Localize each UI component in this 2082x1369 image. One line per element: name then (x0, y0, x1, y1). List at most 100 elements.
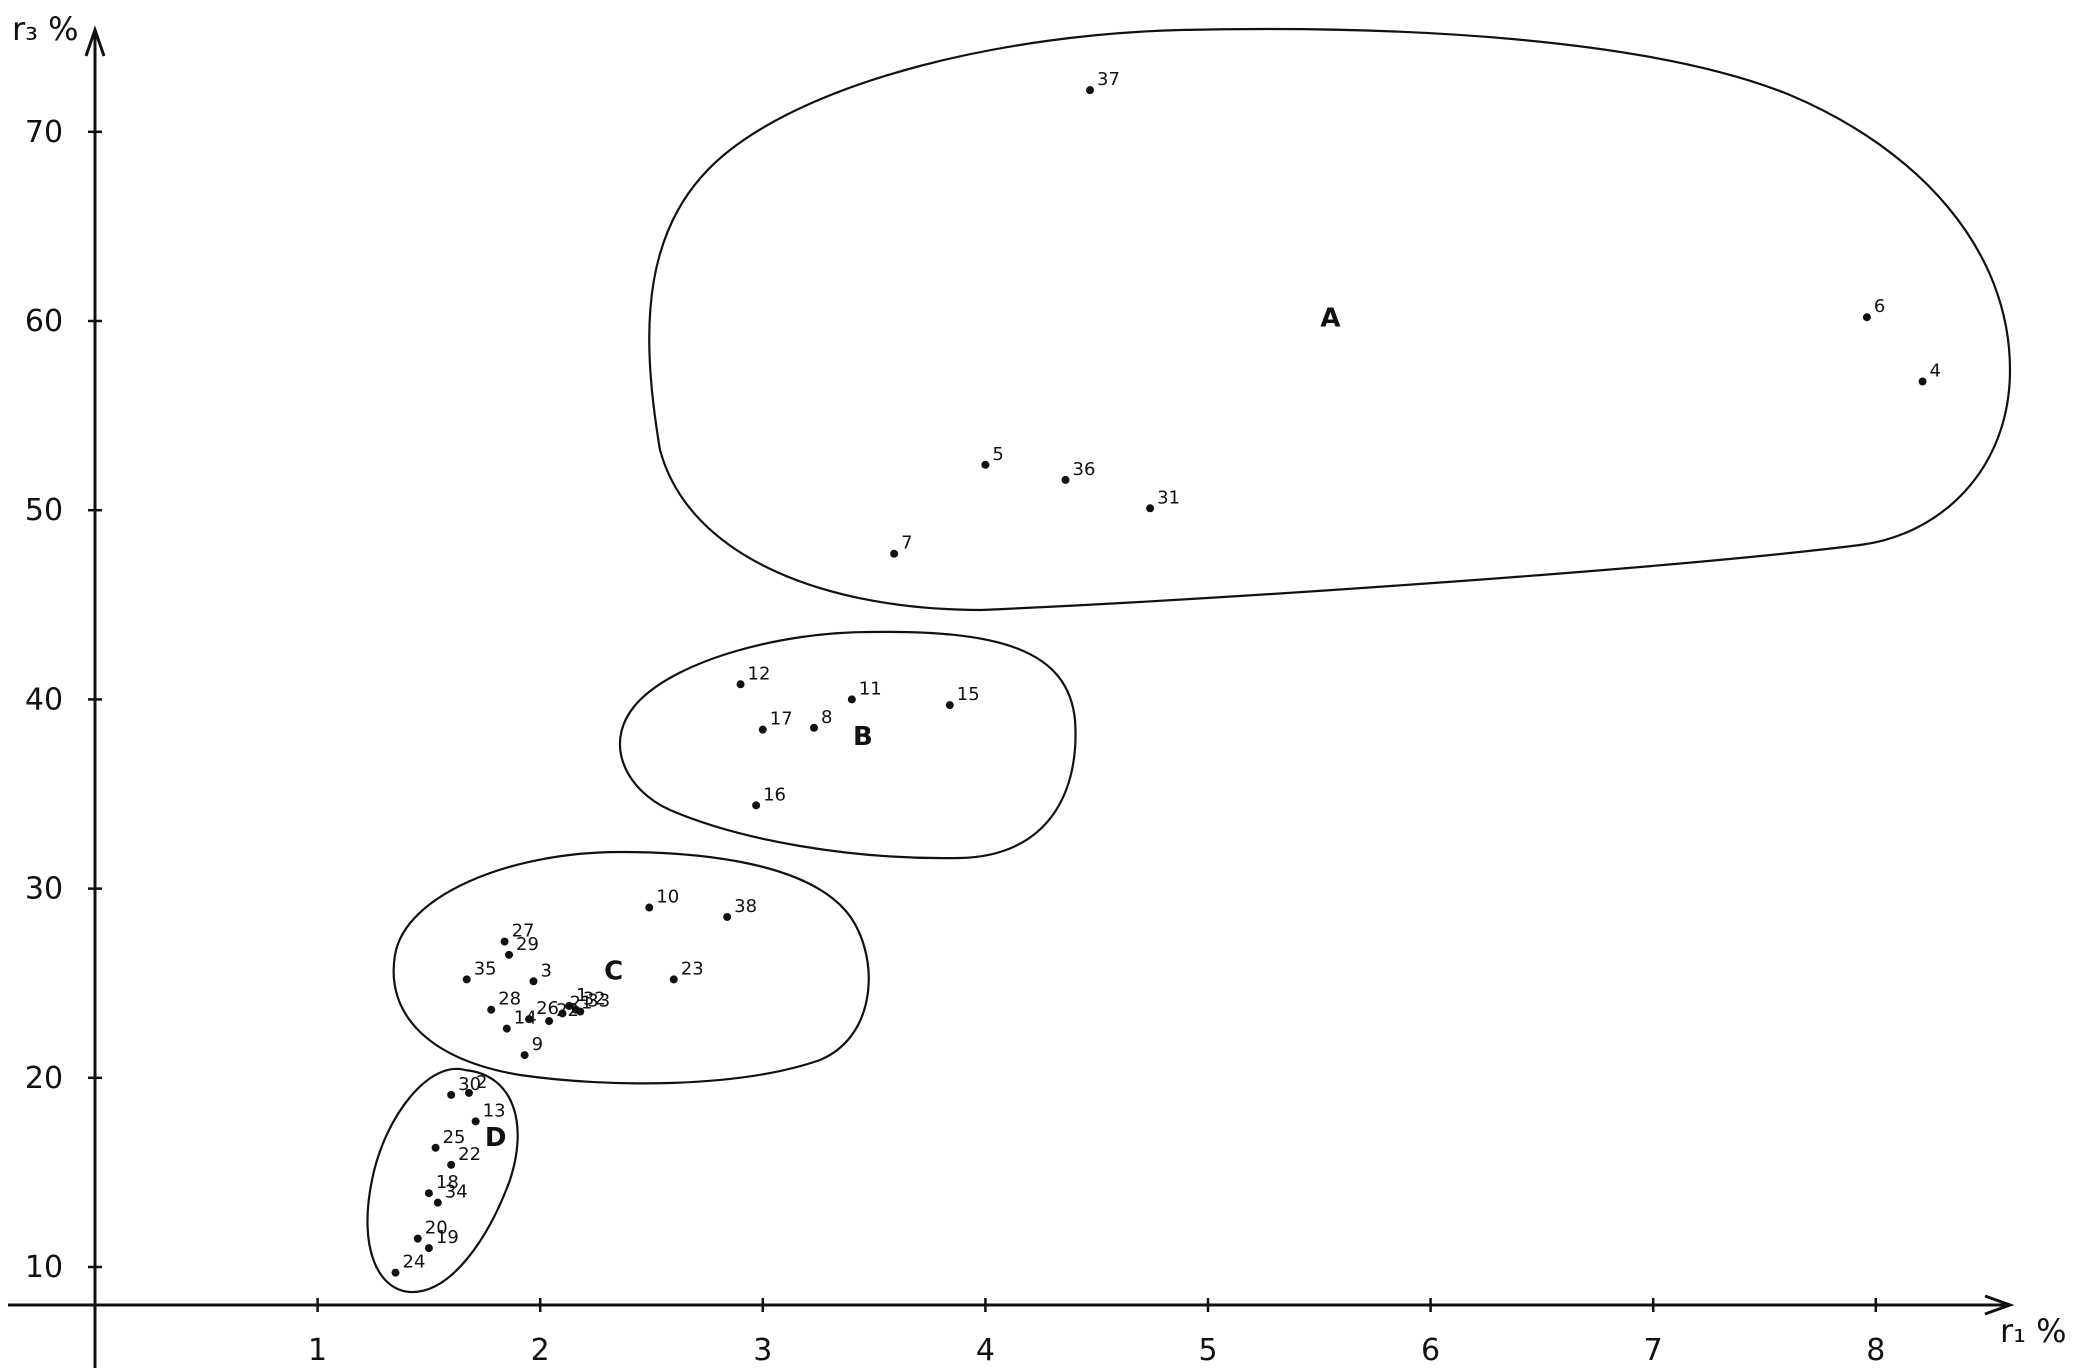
point-label-19-d: 19 (436, 1227, 459, 1248)
point-label-10-c: 10 (656, 887, 679, 908)
point-label-22-d: 22 (458, 1144, 481, 1165)
group-label-c: C (604, 956, 623, 986)
point-19-d (424, 1244, 433, 1253)
cluster-d-outline (366, 1067, 519, 1294)
point-15-b (945, 701, 954, 710)
point-label-34-d: 34 (445, 1182, 468, 1203)
point-4-a (1918, 377, 1927, 386)
point-23-c (669, 975, 678, 984)
point-label-26-c: 26 (536, 998, 559, 1019)
point-label-15-b: 15 (957, 684, 980, 705)
point-2-d (464, 1088, 473, 1097)
point-label-5-a: 5 (992, 444, 1003, 465)
point-label-29-c: 29 (516, 934, 539, 955)
point-label-16-b: 16 (763, 784, 786, 805)
point-9-c (520, 1051, 529, 1060)
cluster-a-outline (648, 27, 2012, 612)
x-tick-label-5: 5 (1198, 1333, 1217, 1368)
group-label-d: D (485, 1123, 507, 1153)
point-label-17-b: 17 (770, 709, 793, 730)
point-label-4-a: 4 (1930, 361, 1941, 382)
point-label-28-c: 28 (498, 989, 521, 1010)
point-20-d (413, 1234, 422, 1243)
x-axis-arrowhead (1984, 1294, 2015, 1316)
point-8-b (809, 723, 818, 732)
group-label-a: A (1320, 304, 1340, 334)
point-3-c (529, 977, 538, 986)
y-tick-label-70: 70 (25, 115, 63, 150)
point-label-20-d: 20 (425, 1218, 448, 1239)
y-tick-label-10: 10 (25, 1250, 63, 1285)
point-label-8-b: 8 (821, 707, 832, 728)
group-label-b: B (853, 722, 873, 752)
point-27-c (500, 937, 509, 946)
point-26-c (525, 1015, 534, 1024)
point-29-c (505, 950, 514, 959)
x-axis-label: r₁ % (2000, 1312, 2067, 1350)
x-tick-label-8: 8 (1866, 1333, 1885, 1368)
cluster-b-outline (619, 630, 1077, 860)
axes (8, 25, 2015, 1368)
point-label-27-c: 27 (512, 921, 535, 942)
point-35-c (462, 975, 471, 984)
point-label-25-d: 25 (443, 1127, 466, 1148)
y-tick-label-50: 50 (25, 493, 63, 528)
point-label-38-c: 38 (734, 896, 757, 917)
point-31-a (1146, 504, 1155, 513)
point-label-9-c: 9 (532, 1034, 543, 1055)
point-28-c (487, 1005, 496, 1014)
point-label-1-c: 1 (576, 985, 587, 1006)
point-label-11-b: 11 (859, 678, 882, 699)
y-ticks: 10 20 30 40 50 60 70 (25, 115, 102, 1285)
cluster-outlines (366, 27, 2012, 1294)
point-label-13-d: 13 (483, 1100, 506, 1121)
point-38-c (723, 912, 732, 921)
y-axis-label: r₃ % (12, 10, 79, 48)
point-11-b (847, 695, 856, 704)
point-21-c (558, 1009, 567, 1018)
group-labels: A B C D (485, 304, 1341, 1153)
point-34-d (433, 1198, 442, 1207)
x-tick-label-1: 1 (308, 1333, 327, 1368)
point-label-36-a: 36 (1073, 459, 1096, 480)
point-label-18-d: 18 (436, 1172, 459, 1193)
point-30-d (447, 1090, 456, 1099)
point-17-b (758, 725, 767, 734)
point-label-30-d: 30 (458, 1074, 481, 1095)
x-tick-label-6: 6 (1421, 1333, 1440, 1368)
y-axis-arrowhead (84, 25, 106, 57)
point-22-c (545, 1017, 554, 1026)
point-label-32-c: 32 (583, 989, 606, 1010)
point-13-d (471, 1117, 480, 1126)
point-label-31-a: 31 (1157, 487, 1180, 508)
point-label-7-a: 7 (901, 533, 912, 554)
point-label-3-c: 3 (541, 960, 552, 981)
point-label-37-a: 37 (1097, 69, 1120, 90)
point-16-b (752, 801, 761, 810)
point-1-c (565, 1001, 574, 1010)
point-label-2-d: 2 (476, 1072, 487, 1093)
point-33-c (576, 1007, 585, 1016)
y-tick-label-40: 40 (25, 682, 63, 717)
point-25-d (431, 1143, 440, 1152)
point-label-6-a: 6 (1874, 296, 1885, 317)
point-24-d (391, 1268, 400, 1277)
point-18-d (424, 1189, 433, 1198)
x-tick-label-7: 7 (1644, 1333, 1663, 1368)
point-22-d (447, 1160, 456, 1169)
y-tick-label-60: 60 (25, 304, 63, 339)
y-tick-label-30: 30 (25, 872, 63, 907)
point-label-14-c: 14 (514, 1008, 537, 1029)
point-37-a (1086, 86, 1095, 95)
point-12-b (736, 680, 745, 689)
y-tick-label-20: 20 (25, 1061, 63, 1096)
point-6-a (1862, 313, 1871, 322)
x-tick-label-2: 2 (531, 1333, 550, 1368)
point-7-a (890, 549, 899, 558)
point-36-a (1061, 475, 1070, 484)
point-label-23-c: 23 (681, 958, 704, 979)
point-label-24-d: 24 (403, 1252, 426, 1273)
